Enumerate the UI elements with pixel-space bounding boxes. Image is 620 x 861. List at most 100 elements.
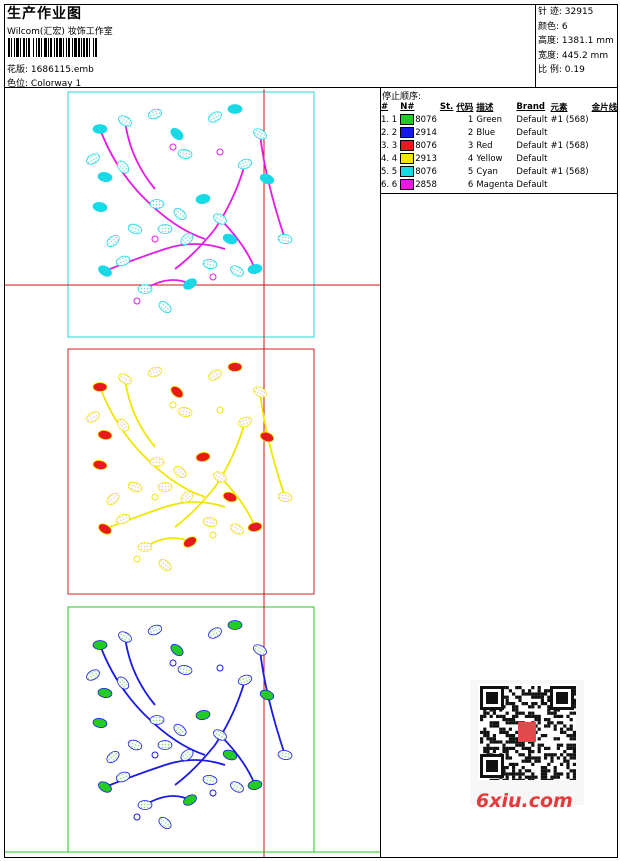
qr-module bbox=[489, 778, 493, 780]
qr-module bbox=[521, 778, 525, 780]
qr-module bbox=[508, 772, 512, 776]
qr-module bbox=[560, 721, 564, 725]
cyan-motif-leaf bbox=[180, 232, 194, 246]
qr-module bbox=[569, 746, 573, 750]
qr-module bbox=[569, 727, 573, 731]
qr-module bbox=[508, 756, 512, 760]
green-motif-swirl bbox=[169, 659, 177, 667]
row-code: 2913 bbox=[400, 152, 440, 165]
qr-module bbox=[508, 740, 512, 744]
cyan-motif-leaf bbox=[137, 284, 153, 294]
red-design-frame bbox=[67, 348, 315, 595]
qr-module bbox=[556, 737, 560, 741]
qr-module bbox=[572, 756, 576, 760]
qr-module bbox=[550, 775, 554, 779]
qr-module bbox=[483, 714, 487, 718]
qr-module bbox=[537, 718, 541, 722]
row-brand: Default bbox=[516, 140, 548, 151]
barcode-bar bbox=[77, 38, 78, 57]
qr-module bbox=[492, 711, 496, 715]
qr-module bbox=[512, 769, 516, 773]
cyan-motif-leaf bbox=[127, 223, 143, 235]
col-header-index: # bbox=[381, 102, 389, 112]
qr-module bbox=[528, 711, 532, 715]
qr-module bbox=[534, 759, 538, 763]
green-motif-stem bbox=[219, 734, 256, 786]
qr-module bbox=[518, 698, 522, 702]
row-st bbox=[440, 126, 456, 139]
qr-module bbox=[566, 734, 570, 738]
qr-module bbox=[544, 775, 548, 779]
green-motif-leaf bbox=[259, 689, 275, 701]
barcode-bar bbox=[50, 38, 52, 57]
cyan-motif-leaf bbox=[116, 160, 130, 174]
qr-module bbox=[502, 746, 506, 750]
qr-module bbox=[512, 737, 516, 741]
row-element: #1 (568) bbox=[550, 166, 589, 177]
green-motif-leaf bbox=[222, 749, 238, 761]
row-number: 1 bbox=[467, 114, 474, 125]
barcode-bar bbox=[74, 38, 77, 57]
qr-module bbox=[502, 727, 506, 731]
qr-module bbox=[496, 778, 500, 780]
qr-module bbox=[566, 772, 570, 776]
qr-module bbox=[531, 705, 535, 709]
qr-module bbox=[515, 750, 519, 754]
qr-module bbox=[569, 711, 573, 715]
qr-module bbox=[537, 686, 541, 690]
qr-module bbox=[483, 734, 487, 738]
qr-module bbox=[515, 705, 519, 709]
color-swatch bbox=[400, 153, 415, 164]
qr-module bbox=[572, 734, 576, 738]
qr-module bbox=[521, 689, 525, 693]
qr-module bbox=[540, 772, 544, 776]
barcode-bar bbox=[70, 38, 72, 57]
qr-module bbox=[505, 753, 509, 757]
qr-module bbox=[483, 730, 487, 734]
red-motif-swirl bbox=[133, 555, 141, 563]
qr-module bbox=[505, 746, 509, 750]
barcode-bar bbox=[37, 38, 38, 57]
cyan-motif-leaf bbox=[106, 234, 120, 248]
qr-module bbox=[537, 727, 541, 731]
row-brand: Default bbox=[516, 179, 548, 190]
row-number: 5 bbox=[467, 166, 474, 177]
qr-module bbox=[534, 718, 538, 722]
barcode-bar bbox=[85, 38, 86, 57]
qr-module bbox=[518, 769, 522, 773]
qr-module bbox=[515, 695, 519, 699]
green-motif-leaf bbox=[157, 740, 173, 750]
qr-module bbox=[531, 743, 535, 747]
qr-code-box bbox=[470, 680, 584, 805]
row-description: Red bbox=[476, 140, 493, 151]
red-motif-leaf bbox=[277, 492, 293, 502]
green-motif-leaf bbox=[253, 644, 267, 656]
col-header-brand: Brand bbox=[516, 102, 545, 112]
qr-module bbox=[547, 753, 551, 757]
color-row: 2. 2 2914 2 Blue Default bbox=[381, 126, 620, 139]
qr-module bbox=[502, 778, 506, 780]
barcode-bar bbox=[97, 38, 98, 57]
barcode-bar bbox=[59, 38, 62, 57]
qr-module bbox=[508, 762, 512, 766]
qr-module bbox=[505, 772, 509, 776]
barcode-bar bbox=[14, 38, 15, 57]
qr-module bbox=[515, 686, 519, 690]
row-sequin bbox=[592, 139, 620, 152]
cyan-motif-leaf bbox=[158, 300, 172, 314]
green-motif-leaf bbox=[149, 715, 165, 725]
qr-module bbox=[508, 746, 512, 750]
barcode-bar bbox=[27, 38, 28, 57]
qr-module bbox=[492, 721, 496, 725]
qr-module bbox=[560, 730, 564, 734]
qr-module bbox=[515, 772, 519, 776]
design-file-value: 1686115.emb bbox=[30, 65, 94, 75]
qr-module bbox=[547, 769, 551, 773]
qr-module bbox=[483, 727, 487, 731]
red-motif-leaf bbox=[180, 490, 194, 504]
qr-module bbox=[566, 714, 570, 718]
qr-module bbox=[547, 778, 551, 780]
qr-module bbox=[534, 756, 538, 760]
qr-module bbox=[528, 775, 532, 779]
qr-module bbox=[553, 766, 557, 770]
